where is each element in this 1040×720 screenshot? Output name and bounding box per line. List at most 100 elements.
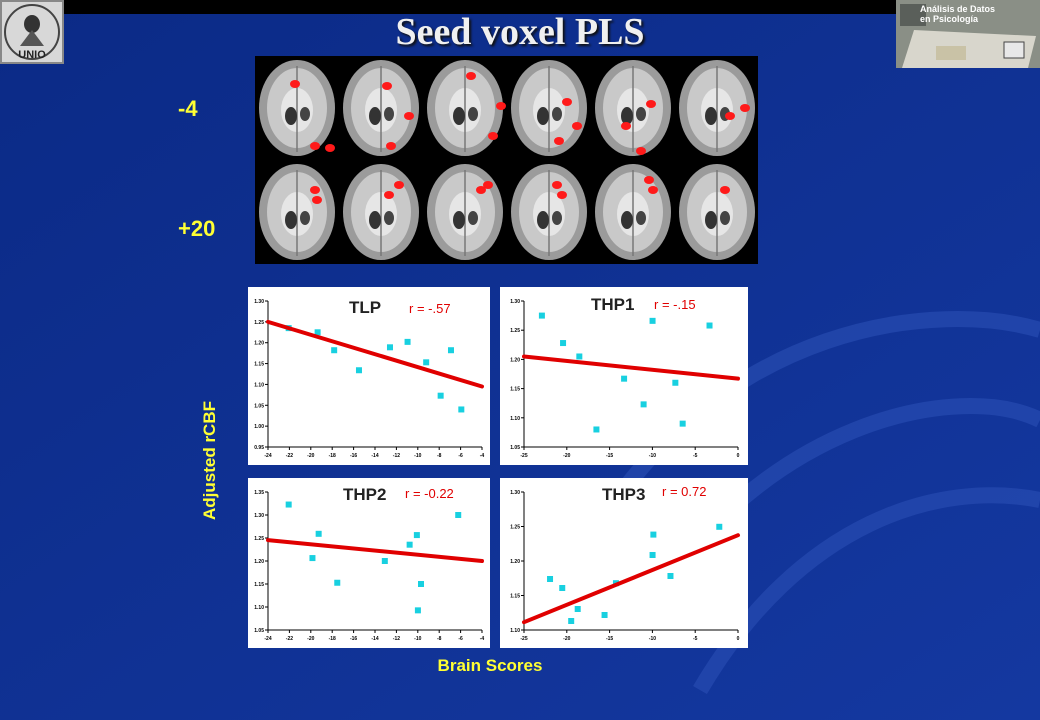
y-tick-label: 1.20 xyxy=(254,341,264,347)
data-point xyxy=(418,581,425,587)
data-point xyxy=(560,340,567,347)
data-point xyxy=(381,558,388,564)
x-tick-label: -8 xyxy=(437,453,442,459)
data-point xyxy=(413,532,420,539)
scatter-panel-thp2: 1.35 1.30 1.25 1.20 1.15 1.10 1.05 -24 -22 -20 -18… xyxy=(248,478,490,648)
x-tick-label: -8 xyxy=(437,636,442,642)
y-tick-label: 1.25 xyxy=(254,320,264,326)
row-label-top: -4 xyxy=(178,96,198,121)
brain-slice xyxy=(259,164,335,260)
data-point xyxy=(309,555,316,562)
slide-title: Seed voxel PLS xyxy=(395,11,645,53)
data-point xyxy=(331,347,338,354)
x-tick-label: -6 xyxy=(458,453,463,459)
y-tick-label: 1.20 xyxy=(510,559,520,565)
data-point xyxy=(706,322,713,329)
y-tick-label: 1.30 xyxy=(510,299,520,305)
x-tick-label: -22 xyxy=(286,453,293,459)
data-point xyxy=(679,420,686,427)
logo-right-line1: Análisis de Datos xyxy=(920,4,995,14)
y-tick-label: 1.00 xyxy=(254,424,264,430)
data-point xyxy=(621,375,628,382)
logo-right-line2: en Psicología xyxy=(920,14,979,24)
brain-slice xyxy=(259,60,335,156)
x-tick-label: -20 xyxy=(307,636,314,642)
data-point xyxy=(538,312,545,319)
data-point xyxy=(386,344,393,351)
data-point xyxy=(406,541,413,548)
y-tick-label: 1.25 xyxy=(510,328,520,334)
data-point xyxy=(601,612,608,618)
row-label-bottom: +20 xyxy=(178,216,216,241)
x-tick-label: -10 xyxy=(414,636,421,642)
data-point xyxy=(574,606,581,612)
panel-r-thp2: r = -0.22 xyxy=(405,486,454,501)
brain-slice xyxy=(343,60,419,156)
fit-line xyxy=(522,354,740,381)
scatter-panel-thp1: 1.30 1.25 1.20 1.15 1.10 1.05 -25 -20 -15 -10 -5 0 xyxy=(500,287,748,465)
panel-r-tlp: r = -.57 xyxy=(409,301,451,316)
data-point xyxy=(314,329,321,336)
data-point xyxy=(334,579,341,586)
data-point xyxy=(650,531,657,538)
panel-name-thp3: THP3 xyxy=(602,485,646,504)
y-axis-label: Adjusted rCBF xyxy=(200,401,219,520)
x-tick-label: -14 xyxy=(371,453,378,459)
x-tick-label: -5 xyxy=(693,636,698,642)
data-point xyxy=(649,317,656,324)
x-tick-label: -4 xyxy=(480,636,485,642)
course-logo: Análisis de Datos en Psicología xyxy=(896,0,1040,68)
panel-name-thp2: THP2 xyxy=(343,485,387,504)
data-point xyxy=(437,392,444,399)
x-tick-label: -10 xyxy=(649,636,656,642)
brain-slice xyxy=(427,164,503,260)
y-tick-label: 1.05 xyxy=(254,403,264,409)
y-tick-label: 1.30 xyxy=(510,490,520,496)
y-tick-label: 1.10 xyxy=(254,382,264,388)
x-tick-label: -24 xyxy=(264,636,271,642)
panel-r-thp1: r = -.15 xyxy=(654,297,696,312)
x-tick-label: -14 xyxy=(371,636,378,642)
brain-slice xyxy=(595,164,671,260)
scatter-panel-tlp: 1.30 1.25 1.20 1.15 1.10 1.05 1.00 0.95 -24 -22 -2… xyxy=(248,287,490,465)
x-tick-label: -22 xyxy=(286,636,293,642)
fit-line xyxy=(522,533,740,625)
brain-slice xyxy=(679,60,755,156)
x-tick-label: 0 xyxy=(737,636,740,642)
x-tick-label: -12 xyxy=(393,636,400,642)
x-tick-label: -16 xyxy=(350,636,357,642)
x-tick-label: -10 xyxy=(414,453,421,459)
brain-slice xyxy=(427,60,506,156)
data-point xyxy=(404,338,411,345)
data-point xyxy=(285,501,292,508)
y-tick-label: 1.25 xyxy=(510,525,520,531)
x-tick-label: -25 xyxy=(520,453,527,459)
data-point xyxy=(667,573,674,579)
x-tick-label: -16 xyxy=(350,453,357,459)
y-tick-label: 1.15 xyxy=(254,362,264,368)
data-point xyxy=(455,512,462,518)
x-tick-label: -24 xyxy=(264,453,271,459)
data-point xyxy=(315,530,322,537)
data-point xyxy=(640,401,647,408)
y-tick-label: 1.15 xyxy=(510,594,520,600)
data-point xyxy=(576,353,583,360)
brain-slice xyxy=(595,60,671,156)
y-tick-label: 1.15 xyxy=(254,582,264,588)
panel-name-tlp: TLP xyxy=(349,298,382,317)
brain-slices-image xyxy=(255,56,758,264)
data-point xyxy=(458,406,465,413)
data-point xyxy=(559,585,566,591)
fit-line xyxy=(266,319,484,389)
x-tick-label: -4 xyxy=(480,453,485,459)
x-tick-label: -20 xyxy=(563,453,570,459)
y-tick-label: 1.05 xyxy=(254,628,264,634)
y-tick-label: 1.05 xyxy=(510,445,520,451)
x-tick-label: -15 xyxy=(606,453,613,459)
y-tick-label: 1.10 xyxy=(254,605,264,611)
data-point xyxy=(568,618,575,624)
brain-slice xyxy=(511,60,587,156)
logo-left-text: UNIO xyxy=(18,49,46,61)
x-axis-label: Brain Scores xyxy=(437,656,543,675)
x-tick-label: -18 xyxy=(329,453,336,459)
